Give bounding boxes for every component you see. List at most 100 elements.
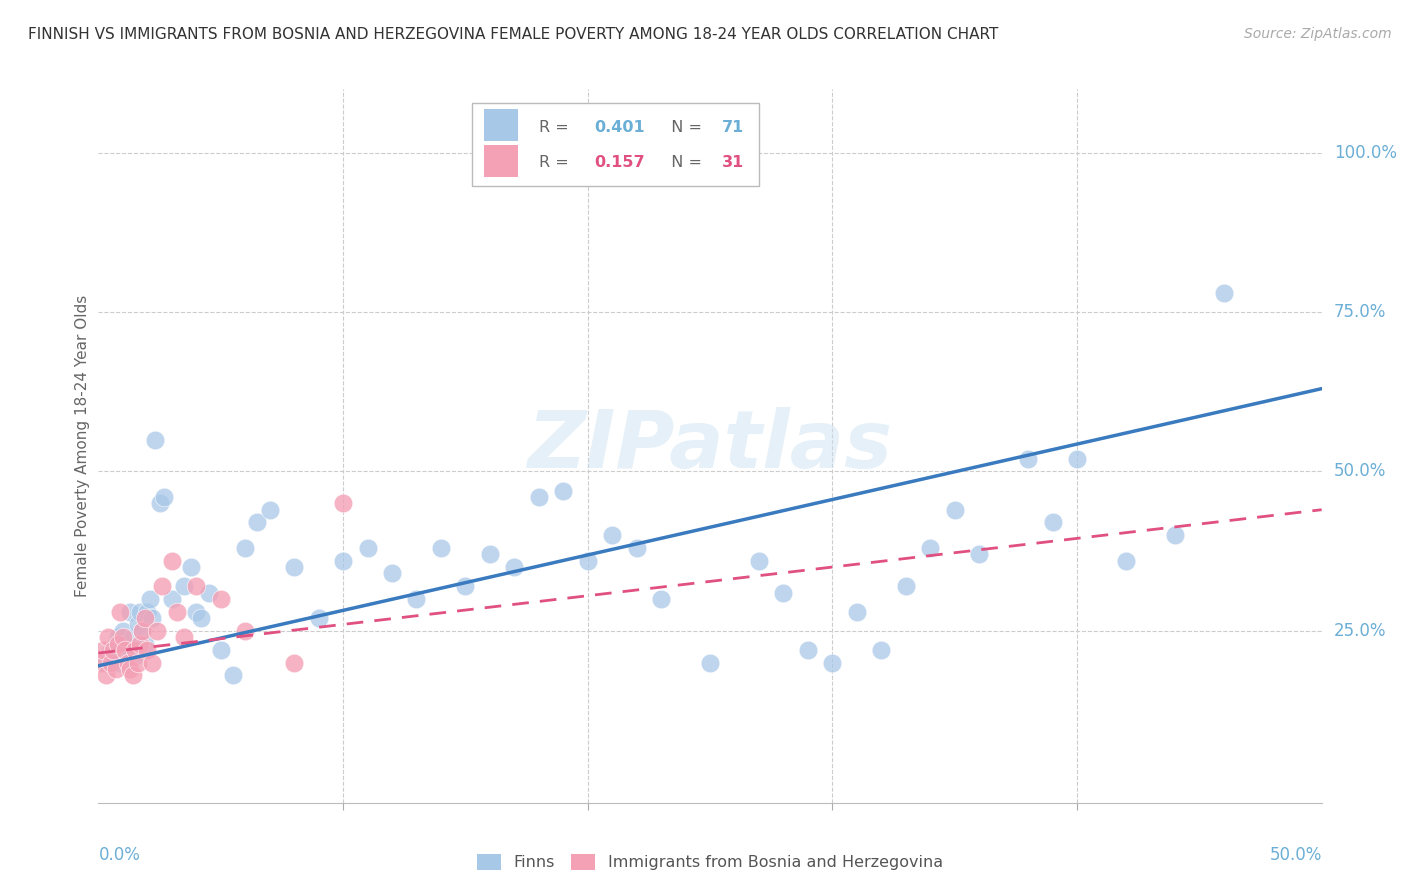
Point — [356, 541, 378, 555]
Point — [129, 636, 152, 650]
Text: R =: R = — [538, 155, 574, 170]
Point — [180, 560, 202, 574]
Point — [91, 643, 114, 657]
Text: Source: ZipAtlas.com: Source: ZipAtlas.com — [1244, 27, 1392, 41]
Point — [173, 630, 195, 644]
Point — [246, 516, 269, 530]
Text: 0.401: 0.401 — [593, 120, 644, 135]
Point — [222, 668, 245, 682]
Point — [124, 649, 146, 664]
Point — [153, 490, 176, 504]
Point — [553, 483, 575, 498]
Point — [124, 643, 146, 657]
Point — [90, 656, 112, 670]
Point — [141, 611, 163, 625]
Point — [127, 656, 149, 670]
Text: 25.0%: 25.0% — [1334, 622, 1386, 640]
Text: R =: R = — [538, 120, 574, 135]
Point — [233, 541, 256, 555]
Point — [134, 636, 156, 650]
Point — [821, 656, 844, 670]
Point — [160, 591, 183, 606]
Text: N =: N = — [661, 120, 707, 135]
Point — [141, 656, 163, 670]
Point — [943, 502, 966, 516]
Point — [967, 547, 990, 561]
Point — [143, 433, 166, 447]
Point — [166, 605, 188, 619]
Text: 50.0%: 50.0% — [1334, 462, 1386, 481]
Point — [308, 611, 330, 625]
Text: ZIPatlas: ZIPatlas — [527, 407, 893, 485]
Point — [120, 605, 142, 619]
Point — [600, 528, 623, 542]
Point — [1212, 286, 1234, 301]
Text: FINNISH VS IMMIGRANTS FROM BOSNIA AND HERZEGOVINA FEMALE POVERTY AMONG 18-24 YEA: FINNISH VS IMMIGRANTS FROM BOSNIA AND HE… — [28, 27, 998, 42]
FancyBboxPatch shape — [484, 110, 517, 141]
Point — [110, 605, 132, 619]
Point — [139, 591, 162, 606]
Point — [283, 656, 305, 670]
Point — [381, 566, 404, 581]
Text: 100.0%: 100.0% — [1334, 144, 1398, 162]
Point — [772, 585, 794, 599]
Point — [576, 554, 599, 568]
Point — [845, 605, 868, 619]
Point — [146, 624, 169, 638]
Point — [100, 656, 122, 670]
Legend: Finns, Immigrants from Bosnia and Herzegovina: Finns, Immigrants from Bosnia and Herzeg… — [471, 847, 949, 877]
Point — [104, 636, 127, 650]
Point — [101, 643, 124, 657]
Point — [110, 656, 132, 670]
FancyBboxPatch shape — [484, 145, 517, 177]
Point — [797, 643, 820, 657]
Point — [160, 554, 183, 568]
Point — [94, 656, 117, 670]
Point — [1042, 516, 1064, 530]
Point — [134, 611, 156, 625]
Text: 50.0%: 50.0% — [1270, 846, 1322, 863]
Point — [136, 643, 159, 657]
Point — [894, 579, 917, 593]
Point — [430, 541, 453, 555]
Text: 31: 31 — [723, 155, 745, 170]
Point — [870, 643, 893, 657]
Point — [114, 643, 136, 657]
Point — [121, 668, 143, 682]
Point — [104, 662, 127, 676]
Text: 75.0%: 75.0% — [1334, 303, 1386, 321]
Point — [190, 611, 212, 625]
Point — [209, 591, 232, 606]
Point — [186, 579, 208, 593]
Point — [1066, 451, 1088, 466]
Point — [111, 630, 134, 644]
Point — [173, 579, 195, 593]
Point — [1115, 554, 1137, 568]
Point — [94, 668, 117, 682]
Point — [920, 541, 942, 555]
Point — [129, 605, 152, 619]
Point — [209, 643, 232, 657]
Point — [127, 617, 149, 632]
Point — [117, 643, 139, 657]
Text: 0.157: 0.157 — [593, 155, 644, 170]
Point — [650, 591, 672, 606]
Point — [283, 560, 305, 574]
Point — [699, 656, 721, 670]
Point — [107, 636, 129, 650]
Point — [97, 630, 120, 644]
Point — [259, 502, 281, 516]
Point — [131, 624, 153, 638]
Point — [332, 496, 354, 510]
Point — [527, 490, 550, 504]
Point — [149, 496, 172, 510]
Point — [197, 585, 219, 599]
Point — [107, 630, 129, 644]
Point — [454, 579, 477, 593]
FancyBboxPatch shape — [471, 103, 759, 186]
Point — [131, 624, 153, 638]
Point — [1164, 528, 1187, 542]
Point — [121, 630, 143, 644]
Point — [186, 605, 208, 619]
Text: 0.0%: 0.0% — [98, 846, 141, 863]
